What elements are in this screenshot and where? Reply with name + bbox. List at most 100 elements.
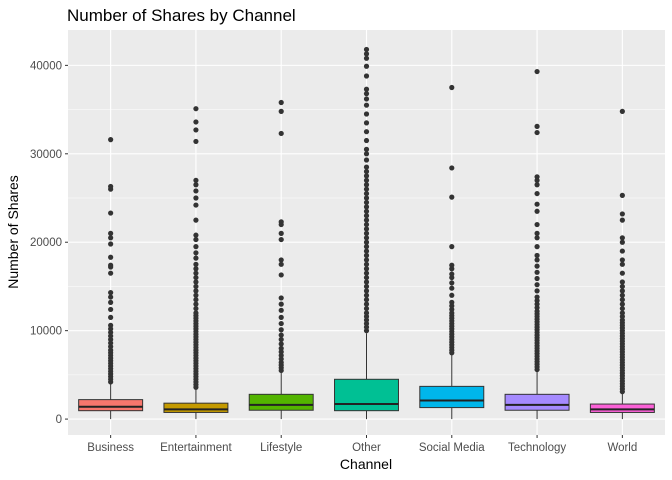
outlier-point — [363, 204, 370, 210]
outlier-point — [193, 283, 199, 290]
x-axis: Business Entertainment Lifestyle Other Socia… — [87, 435, 637, 454]
outlier-point — [278, 314, 284, 320]
outlier-point — [619, 257, 625, 263]
outlier-point — [363, 91, 370, 97]
outlier-point — [619, 305, 625, 312]
outlier-point — [193, 266, 199, 272]
outlier-point — [278, 130, 284, 137]
outlier-point — [534, 235, 540, 241]
outlier-point — [278, 327, 284, 333]
outlier-point — [193, 138, 199, 145]
outlier-point — [363, 102, 370, 108]
outlier-point — [534, 182, 540, 188]
outlier-point — [363, 151, 370, 157]
outlier-point — [534, 129, 540, 136]
outlier-point — [619, 270, 625, 276]
outlier-point — [108, 314, 114, 320]
outlier-point — [449, 299, 455, 305]
outlier-point — [363, 217, 370, 223]
x-tick-label: Social Media — [419, 442, 485, 454]
box-series — [78, 46, 655, 420]
outlier-point — [619, 239, 625, 245]
outlier-point — [363, 279, 370, 285]
outlier-point — [193, 250, 199, 256]
outlier-point — [363, 120, 370, 126]
outlier-point — [278, 332, 284, 338]
outlier-point — [619, 211, 625, 217]
outlier-point — [193, 236, 199, 243]
outlier-point — [449, 280, 455, 286]
outlier-point — [108, 137, 114, 143]
outlier-point — [193, 232, 199, 238]
outlier-point — [534, 263, 540, 269]
outlier-point — [363, 252, 370, 259]
box-lifestyle — [248, 99, 314, 420]
outlier-point — [363, 157, 370, 163]
outlier-point — [534, 68, 540, 75]
outlier-point — [108, 210, 114, 216]
outlier-point — [534, 244, 540, 250]
box-body — [248, 393, 314, 411]
outlier-point — [619, 283, 625, 290]
outlier-point — [108, 306, 114, 313]
outlier-point — [363, 111, 370, 117]
outlier-point — [278, 108, 284, 114]
outlier-point — [619, 301, 625, 307]
outlier-point — [278, 261, 284, 267]
box-body — [589, 403, 655, 413]
outlier-point — [363, 190, 370, 197]
outlier-point — [193, 305, 199, 312]
outlier-point — [108, 290, 114, 296]
box-business — [78, 137, 144, 420]
outlier-point — [278, 341, 284, 347]
chart-title: Number of Shares by Channel — [67, 6, 296, 25]
outlier-point — [534, 230, 540, 236]
outlier-point — [534, 294, 540, 300]
y-axis: 0 10000 20000 30000 40000 — [30, 60, 68, 426]
x-tick-label: Entertainment — [160, 442, 232, 454]
outlier-point — [619, 235, 625, 241]
x-tick-label: Lifestyle — [260, 442, 302, 454]
x-tick-label: Business — [87, 442, 134, 454]
outlier-point — [193, 261, 199, 267]
outlier-point — [108, 183, 114, 190]
outlier-point — [278, 272, 284, 278]
outlier-point — [363, 96, 370, 102]
outlier-point — [363, 213, 370, 219]
outlier-point — [193, 297, 199, 303]
outlier-point — [619, 288, 625, 294]
outlier-point — [193, 301, 199, 307]
outlier-point — [363, 226, 370, 232]
outlier-point — [619, 108, 625, 114]
outlier-point — [534, 221, 540, 228]
outlier-point — [534, 252, 540, 259]
outlier-point — [193, 177, 199, 183]
outlier-point — [193, 255, 199, 261]
outlier-point — [619, 217, 625, 223]
box-body — [78, 399, 144, 412]
outlier-point — [534, 288, 540, 294]
outlier-point — [363, 177, 370, 183]
outlier-point — [278, 99, 284, 106]
box-body — [419, 385, 485, 409]
outlier-point — [619, 248, 625, 254]
outlier-point — [363, 137, 370, 144]
outlier-point — [363, 288, 370, 294]
outlier-point — [363, 230, 370, 236]
outlier-point — [363, 195, 370, 201]
outlier-point — [619, 297, 625, 303]
outlier-point — [449, 292, 455, 298]
outlier-point — [534, 269, 540, 275]
box-body — [504, 393, 570, 411]
outlier-point — [278, 307, 284, 313]
outlier-point — [363, 310, 370, 316]
x-tick-label: World — [607, 442, 637, 454]
outlier-point — [363, 46, 370, 53]
outlier-point — [363, 235, 370, 241]
y-tick-label: 0 — [56, 414, 62, 426]
outlier-point — [278, 236, 284, 243]
outlier-point — [363, 73, 370, 79]
outlier-point — [108, 262, 114, 268]
outlier-point — [363, 208, 370, 214]
outlier-point — [363, 257, 370, 263]
